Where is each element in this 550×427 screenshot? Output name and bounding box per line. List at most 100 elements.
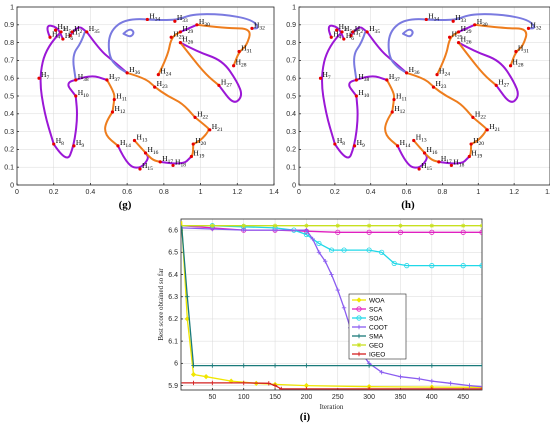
control-point: [412, 138, 416, 143]
point-label: H1: [353, 27, 361, 38]
point-label: H23: [435, 79, 446, 90]
control-point: [61, 37, 65, 41]
point-label-subscript: 21: [217, 127, 223, 133]
point-label-subscript: 10: [83, 93, 89, 99]
point-label-subscript: 4: [57, 34, 60, 40]
control-point: [153, 85, 157, 89]
series-marker-igeo: [266, 381, 271, 386]
point-label-subscript: 2: [360, 29, 363, 35]
point-label-subscript: 27: [504, 82, 510, 88]
series-marker-geo: [398, 223, 403, 228]
y-tick-label: 6.1: [168, 338, 178, 345]
point-label-subscript: 11: [122, 97, 128, 103]
series-marker-coot: [467, 383, 472, 388]
point-label-subscript: 5: [349, 29, 352, 35]
point-label: H26: [461, 35, 472, 46]
point-label-subscript: 6: [351, 36, 354, 42]
point-label-subscript: 29: [466, 29, 472, 35]
y-tick-label: 1: [10, 4, 14, 11]
curve-segment: [321, 30, 343, 146]
legend-marker: [356, 333, 362, 339]
series-marker-igeo: [272, 383, 278, 388]
point-label: H3: [339, 22, 347, 33]
point-label: H30: [477, 17, 488, 28]
point-label: H36: [129, 65, 140, 76]
curve-segment: [126, 71, 197, 119]
series-marker-soa: [328, 247, 335, 253]
control-point: [208, 128, 212, 132]
point-label: H37: [389, 72, 400, 83]
legend-marker: [356, 351, 362, 357]
series-line-soa: [181, 225, 482, 267]
x-tick-label: 0.2: [49, 189, 59, 196]
point-label-subscript: 7: [46, 75, 49, 81]
control-point: [105, 78, 109, 82]
control-point: [508, 64, 513, 68]
legend-entry: WOA: [369, 297, 385, 304]
control-point: [417, 167, 421, 171]
curve-segment: [106, 79, 116, 113]
control-point: [232, 64, 236, 68]
series-marker-geo: [479, 223, 482, 228]
legend-marker: [356, 297, 362, 303]
caption-h: (h): [401, 199, 415, 211]
control-point: [485, 128, 489, 132]
point-label: H37: [109, 72, 120, 83]
legend-entry: IGEO: [369, 351, 385, 358]
control-point: [435, 73, 439, 77]
point-label: H20: [473, 136, 484, 147]
control-point: [250, 26, 254, 30]
point-label: H9: [357, 138, 365, 149]
point-label-subscript: 34: [155, 16, 161, 22]
point-label-subscript: 3: [344, 27, 347, 33]
curve-segment: [179, 41, 220, 87]
control-point: [53, 28, 58, 32]
curve-segment: [179, 41, 243, 103]
point-label-subscript: 34: [434, 16, 440, 22]
series-marker-geo: [335, 223, 340, 228]
control-point: [156, 73, 160, 77]
series-marker-geo: [241, 223, 246, 228]
point-label: H1: [72, 27, 80, 38]
x-tick-label: 450: [457, 394, 469, 401]
point-label: H12: [114, 104, 125, 115]
point-label: H6: [65, 31, 73, 42]
point-label: H29: [182, 24, 193, 35]
y-tick-label: 0.4: [4, 111, 14, 118]
point-label: H21: [489, 122, 500, 133]
point-label-subscript: 37: [114, 77, 120, 83]
series-marker-coot: [316, 250, 322, 255]
control-point: [178, 30, 182, 34]
point-label-subscript: 11: [401, 97, 407, 103]
control-point: [85, 30, 89, 34]
legend-entry: SMA: [369, 333, 384, 340]
curve-segment: [457, 41, 519, 103]
control-point: [70, 30, 74, 34]
x-tick-label: 100: [238, 394, 250, 401]
control-point: [37, 76, 41, 80]
point-label: H2: [74, 24, 82, 35]
panel-h-plot: 0 0.2 0.4 0.6 0.8 1 1.2 1.4 0 0.1 0.2 0.3 0.4 0.5 0.6 0…: [286, 4, 550, 196]
curve-segment: [159, 155, 193, 165]
series-marker-coot: [479, 384, 482, 389]
x-tick-label: 0.8: [159, 189, 169, 196]
point-label-subscript: 33: [461, 18, 467, 24]
control-point: [354, 94, 358, 98]
control-point: [431, 85, 436, 89]
point-label: H6: [346, 31, 354, 42]
point-label: H33: [455, 13, 466, 24]
control-point: [351, 30, 355, 34]
control-point: [422, 151, 427, 155]
control-point: [318, 76, 323, 80]
legend-marker: [356, 324, 362, 330]
series-marker-sma: [210, 363, 215, 368]
control-point: [59, 30, 63, 34]
control-point: [132, 138, 137, 143]
point-label: H34: [428, 11, 439, 22]
x-tick-label: 400: [426, 394, 438, 401]
x-axis-label: Iteration: [320, 403, 344, 411]
x-tick-label: 0.4: [366, 189, 376, 196]
curve-segment: [437, 155, 471, 165]
point-label: H25: [452, 29, 463, 40]
series-marker-igeo: [191, 380, 196, 386]
